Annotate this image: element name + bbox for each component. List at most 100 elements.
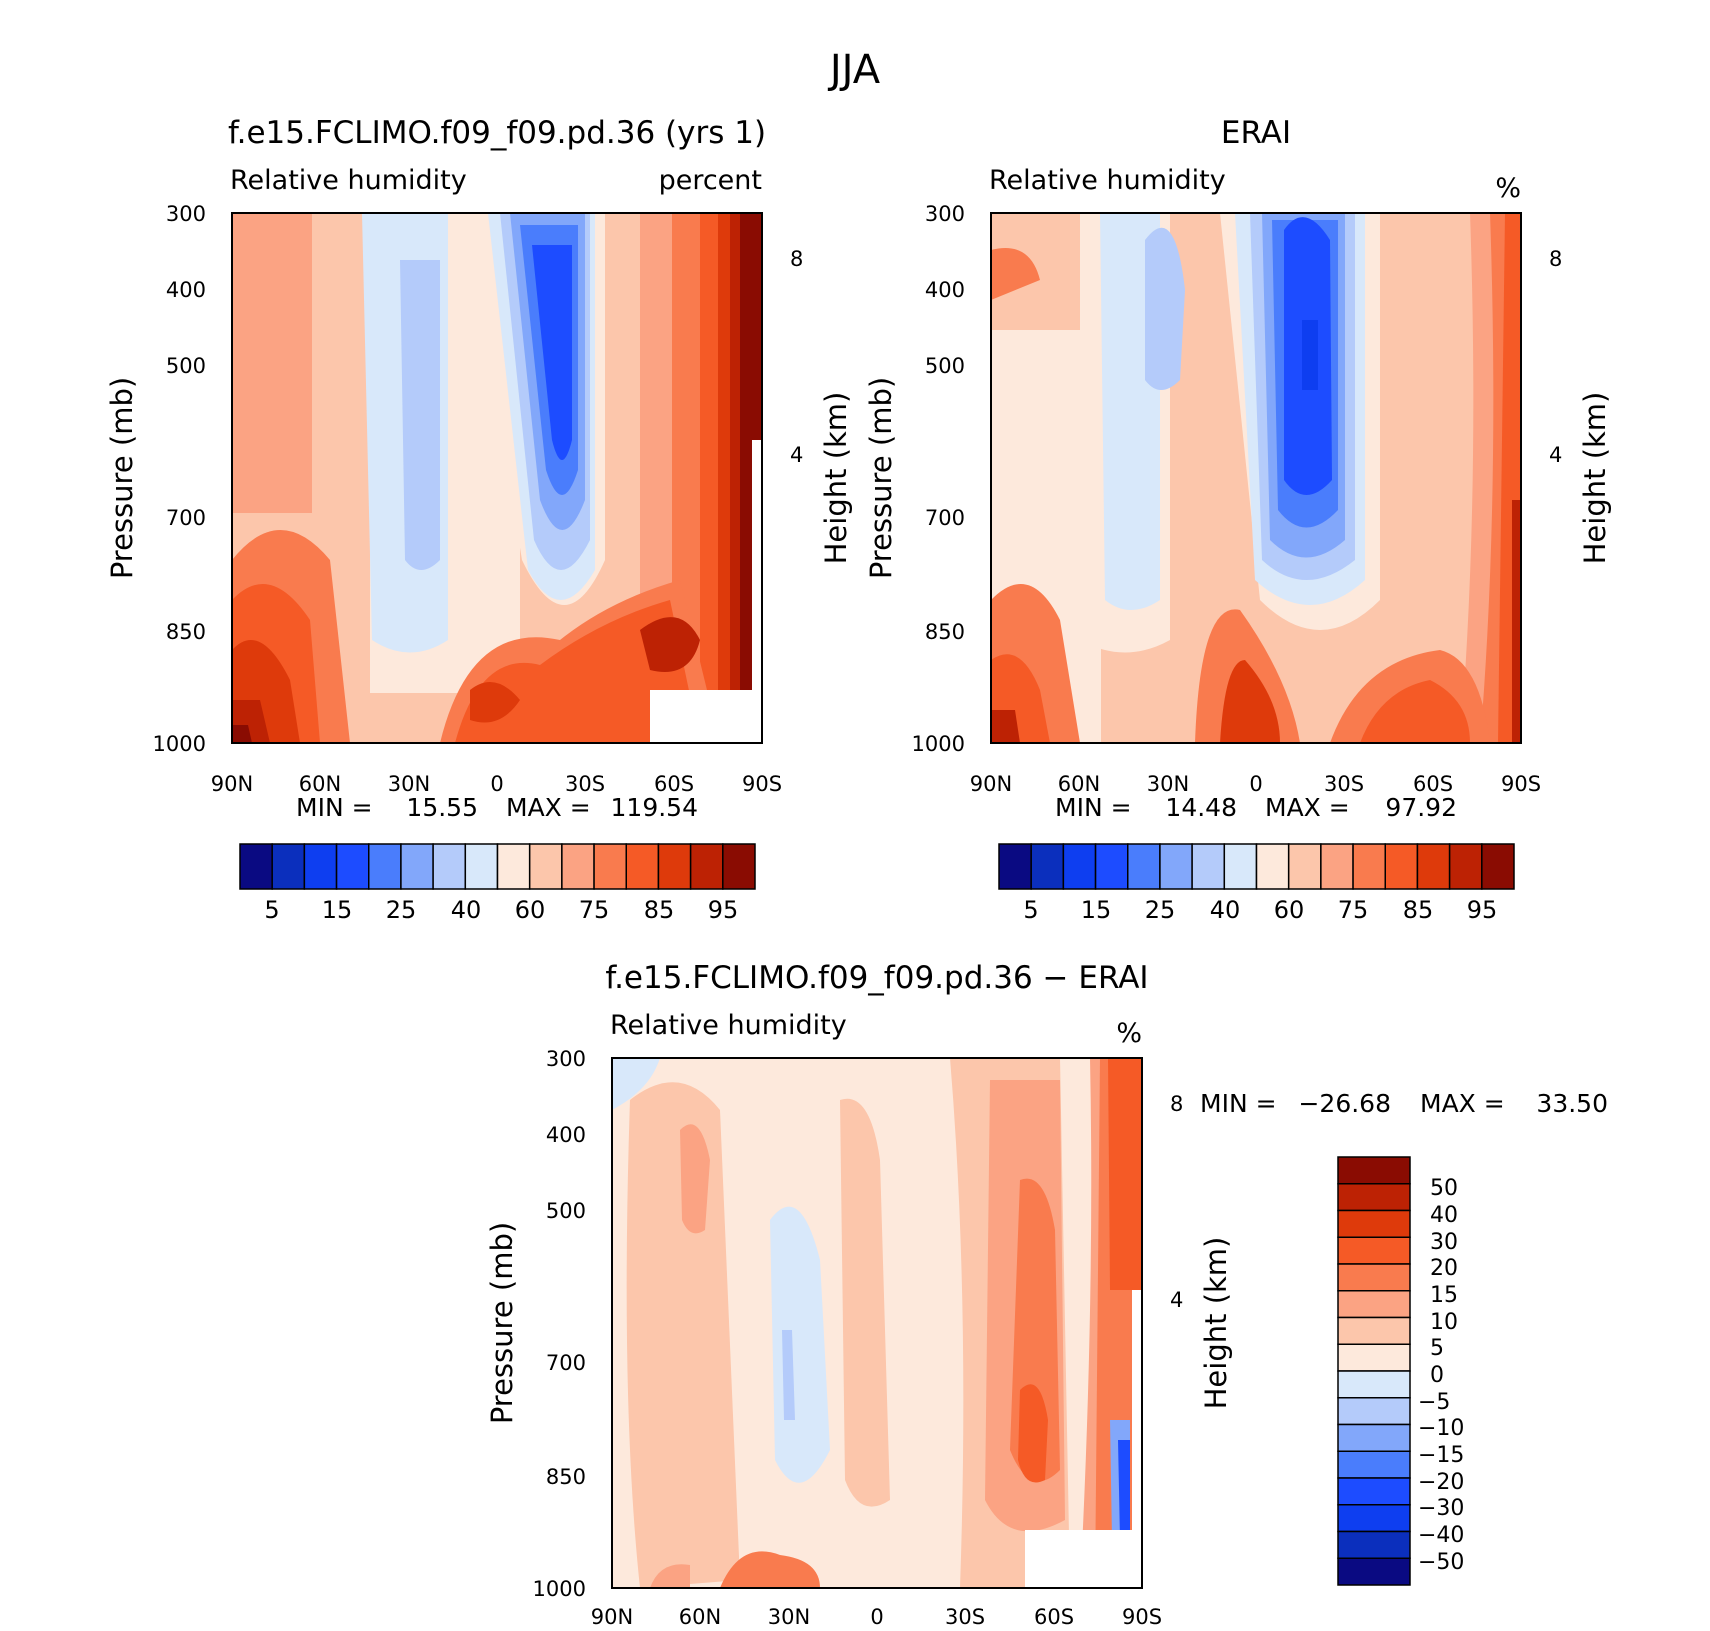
colorbar-tick-label: 10 <box>1430 1310 1458 1335</box>
y-tick-label: 500 <box>166 354 206 378</box>
colorbar-swatch <box>496 843 531 890</box>
colorbar-swatch <box>657 843 692 890</box>
panel-erai-title: ERAI <box>1221 115 1291 151</box>
colorbar-tick-label: 40 <box>451 896 482 924</box>
colorbar-swatch <box>561 843 595 890</box>
height-tick-label: 8 <box>1170 1092 1183 1116</box>
colorbar-swatch <box>368 843 402 890</box>
x-tick-label: 90S <box>1501 772 1541 796</box>
y-tick-label: 300 <box>166 202 206 226</box>
height-tick-label: 8 <box>1549 247 1562 271</box>
colorbar-tick-label: 30 <box>1430 1230 1458 1255</box>
panel-erai-colorbar <box>998 843 1515 890</box>
colorbar-tick-label: −50 <box>1418 1550 1464 1575</box>
colorbar-tick-label: 50 <box>1430 1176 1458 1201</box>
colorbar-tick-label: 95 <box>708 896 739 924</box>
colorbar-swatch <box>1094 843 1129 890</box>
colorbar-tick-label: 15 <box>1430 1283 1458 1308</box>
panel-model-x-ticks: 90N 60N 30N 0 30S 60S 90S <box>211 772 782 796</box>
panel-diff-x-ticks: 90N 60N 30N 0 30S 60S 90S <box>591 1605 1162 1629</box>
panel-erai-field <box>991 213 1521 743</box>
x-tick-label: 0 <box>870 1605 883 1629</box>
x-tick-label: 90N <box>591 1605 633 1629</box>
x-tick-label: 60N <box>299 772 341 796</box>
height-tick-label: 4 <box>790 443 803 467</box>
colorbar-swatch <box>335 843 370 890</box>
colorbar-tick-label: 60 <box>1274 896 1305 924</box>
colorbar-swatch <box>1191 843 1226 890</box>
max-value: 33.50 <box>1536 1089 1608 1118</box>
colorbar-swatch <box>1337 1557 1411 1586</box>
y-tick-label: 400 <box>925 278 965 302</box>
panel-model-field <box>232 213 762 743</box>
y-tick-label: 300 <box>546 1047 586 1071</box>
panel-erai-right-label: % <box>1495 173 1521 204</box>
panel-difference: f.e15.FCLIMO.f09_f09.pd.36 − ERAI Relati… <box>485 960 1608 1629</box>
colorbar-swatch <box>1337 1477 1411 1506</box>
colorbar-swatch <box>1223 843 1258 890</box>
colorbar-swatch <box>1337 1370 1411 1399</box>
min-value: 15.55 <box>406 793 478 822</box>
panel-model: f.e15.FCLIMO.f09_f09.pd.36 (yrs 1) Relat… <box>105 115 853 924</box>
x-tick-label: 60S <box>654 772 694 796</box>
colorbar-swatch <box>1337 1209 1411 1238</box>
colorbar-tick-label: 0 <box>1430 1363 1444 1388</box>
colorbar-tick-label: −15 <box>1418 1443 1464 1468</box>
panel-model-colorbar <box>239 843 756 890</box>
colorbar-swatch <box>1337 1236 1411 1265</box>
panel-model-ylabel-right: Height (km) <box>819 392 853 565</box>
colorbar-swatch <box>625 843 660 890</box>
panel-model-colorbar-ticks: 5 15 25 40 60 75 85 95 <box>264 896 738 924</box>
colorbar-swatch <box>1448 843 1483 890</box>
panel-diff-field <box>612 1058 1142 1588</box>
y-tick-label: 700 <box>546 1351 586 1375</box>
y-tick-label: 1000 <box>533 1577 586 1601</box>
height-tick-label: 4 <box>1170 1288 1183 1312</box>
panel-diff-left-label: Relative humidity <box>610 1010 847 1041</box>
colorbar-tick-label: 20 <box>1430 1256 1458 1281</box>
colorbar-tick-label: −30 <box>1418 1496 1464 1521</box>
panel-erai-x-ticks: 90N 60N 30N 0 30S 60S 90S <box>970 772 1541 796</box>
panel-erai: ERAI Relative humidity % <box>864 115 1612 924</box>
panel-diff-ylabel-right: Height (km) <box>1199 1237 1233 1410</box>
colorbar-tick-label: 40 <box>1210 896 1241 924</box>
panel-erai-ylabel: Pressure (mb) <box>864 377 898 579</box>
colorbar-swatch <box>400 843 434 890</box>
colorbar-tick-label: 5 <box>264 896 279 924</box>
panel-model-right-label: percent <box>659 165 762 196</box>
panel-model-left-label: Relative humidity <box>230 165 467 196</box>
panel-erai-right-ticks: 8 4 <box>1549 247 1562 467</box>
colorbar-tick-label: 25 <box>386 896 417 924</box>
min-value: −26.68 <box>1298 1089 1391 1118</box>
panel-diff-right-label: % <box>1116 1018 1142 1049</box>
colorbar-swatch <box>1384 843 1419 890</box>
colorbar-swatch <box>1416 843 1451 890</box>
colorbar-swatch <box>1127 843 1161 890</box>
y-tick-label: 700 <box>166 506 206 530</box>
panel-model-y-ticks: 300 400 500 700 850 1000 <box>153 202 206 756</box>
panel-diff-right-ticks: 8 4 <box>1170 1092 1183 1312</box>
x-tick-label: 90N <box>970 772 1012 796</box>
colorbar-swatch <box>528 843 563 890</box>
max-label: MAX = <box>506 793 591 822</box>
x-tick-label: 30N <box>1147 772 1189 796</box>
x-tick-label: 90S <box>1122 1605 1162 1629</box>
max-label: MAX = <box>1265 793 1350 822</box>
figure-title: JJA <box>827 47 881 93</box>
min-label: MIN = <box>1200 1089 1277 1118</box>
colorbar-tick-label: 75 <box>579 896 610 924</box>
colorbar-swatch <box>1337 1343 1411 1372</box>
colorbar-swatch <box>1159 843 1193 890</box>
x-tick-label: 60S <box>1413 772 1453 796</box>
colorbar-swatch <box>1337 1156 1411 1185</box>
panel-erai-y-ticks: 300 400 500 700 850 1000 <box>912 202 965 756</box>
colorbar-tick-label: 85 <box>1403 896 1434 924</box>
min-value: 14.48 <box>1165 793 1237 822</box>
colorbar-tick-label: 60 <box>515 896 546 924</box>
colorbar-tick-label: 25 <box>1145 896 1176 924</box>
x-tick-label: 90N <box>211 772 253 796</box>
x-tick-label: 30S <box>945 1605 985 1629</box>
colorbar-swatch <box>998 843 1032 890</box>
colorbar-swatch <box>1337 1504 1411 1533</box>
